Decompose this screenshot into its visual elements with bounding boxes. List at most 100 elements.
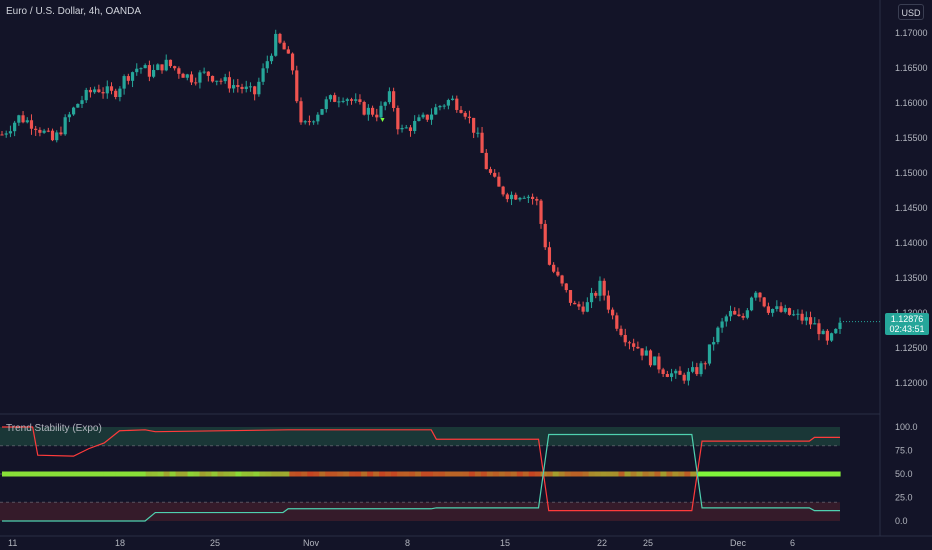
candle-body: [189, 74, 194, 83]
mid-heat-segment: [690, 471, 697, 477]
candle: [703, 361, 707, 370]
candle-body: [215, 80, 219, 82]
price-tick-label: 1.17000: [895, 28, 928, 38]
candle: [556, 267, 560, 277]
price-tick-label: 1.12500: [895, 343, 928, 353]
candle: [80, 95, 84, 109]
candle: [328, 94, 333, 102]
mid-heat-segment: [606, 471, 614, 477]
candle: [375, 108, 379, 122]
candle: [707, 344, 712, 366]
candle: [808, 311, 813, 329]
candle: [568, 290, 573, 306]
candle-body: [518, 197, 522, 200]
mid-heat-segment: [199, 471, 207, 477]
indicator-title[interactable]: Trend Stability (Expo): [6, 423, 102, 434]
candle-body: [354, 99, 358, 101]
candle: [522, 195, 526, 199]
candle-body: [219, 80, 223, 82]
mid-heat-segment: [750, 471, 757, 477]
candle: [379, 101, 383, 120]
candle-body: [177, 68, 181, 74]
mid-heat-segment: [672, 471, 679, 477]
candle-body: [114, 90, 118, 97]
mid-heat-segment: [570, 471, 578, 477]
candle: [189, 71, 194, 86]
price-tick-label: 1.13500: [895, 273, 928, 283]
candle-body: [286, 49, 290, 54]
mid-heat-segment: [552, 471, 560, 477]
mid-heat-segment: [403, 471, 410, 477]
mid-heat-segment: [229, 471, 237, 477]
candle-body: [278, 33, 282, 43]
candle-body: [434, 107, 438, 115]
time-axis-label: 6: [790, 538, 795, 548]
candle: [400, 124, 404, 133]
mid-heat-segment: [193, 471, 201, 477]
candle: [787, 307, 792, 316]
candle-body: [80, 100, 84, 104]
candle-body: [232, 85, 236, 89]
candle: [0, 130, 4, 136]
candle-body: [429, 114, 434, 120]
mid-heat-segment: [642, 471, 650, 477]
candle: [8, 125, 13, 138]
candle: [577, 301, 581, 311]
candle: [497, 172, 501, 187]
candle: [324, 96, 328, 113]
candle: [813, 317, 817, 325]
candle: [480, 126, 484, 154]
candle-body: [728, 310, 733, 317]
candle: [678, 366, 682, 375]
mid-heat-segment: [163, 471, 171, 477]
candle-body: [577, 304, 581, 307]
currency-button[interactable]: USD: [898, 4, 924, 20]
mid-heat-segment: [444, 471, 452, 477]
candle: [674, 368, 678, 379]
candle-body: [556, 271, 560, 276]
candle: [46, 127, 50, 133]
mid-heat-segment: [486, 471, 494, 477]
candle-body: [126, 76, 130, 81]
symbol-title[interactable]: Euro / U.S. Dollar, 4h, OANDA: [6, 6, 142, 17]
candle: [686, 368, 691, 386]
candle: [745, 308, 749, 320]
candle: [413, 115, 417, 134]
candle: [450, 95, 455, 101]
candle-body: [564, 283, 568, 291]
mid-heat-segment: [474, 471, 482, 477]
mid-heat-segment: [205, 471, 213, 477]
candle: [358, 94, 362, 105]
candle: [834, 328, 838, 334]
candle-body: [459, 109, 463, 113]
candle-body: [84, 89, 88, 101]
mid-heat-segment: [343, 471, 350, 477]
candle: [720, 317, 724, 333]
mid-heat-segment: [798, 471, 805, 477]
candle: [299, 97, 303, 125]
candle-body: [303, 121, 307, 123]
candle-body: [328, 95, 333, 100]
candle: [425, 114, 429, 122]
mid-heat-segment: [379, 471, 386, 477]
time-axis-label: 15: [500, 538, 510, 548]
candle: [316, 112, 320, 125]
mid-heat-segment: [462, 471, 470, 477]
candle: [560, 274, 564, 287]
candle: [775, 300, 779, 312]
candle-body: [46, 130, 50, 132]
upper-zone: [0, 427, 840, 446]
mid-heat-segment: [480, 471, 488, 477]
price-tick-label: 1.16000: [895, 98, 928, 108]
mid-heat-segment: [792, 471, 799, 477]
mid-heat-segment: [97, 471, 105, 477]
candle: [484, 149, 488, 170]
candle-body: [345, 99, 349, 101]
candle-body: [421, 114, 425, 118]
candle: [459, 106, 463, 114]
candle: [741, 313, 745, 321]
candle: [345, 97, 349, 106]
candle-body: [632, 343, 636, 347]
candle-body: [480, 132, 484, 153]
